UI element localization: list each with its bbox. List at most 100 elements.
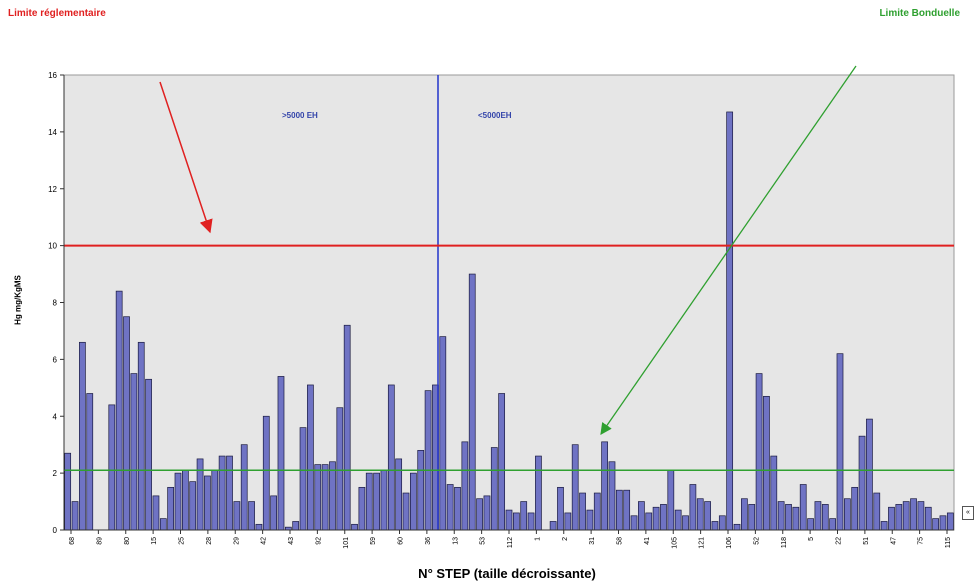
bar-3 [86, 393, 94, 531]
limite-bonduelle-label: Limite Bonduelle [879, 8, 960, 19]
x-tick-label: 42 [261, 537, 268, 545]
red-arrow [159, 81, 213, 234]
bar-28 [270, 495, 277, 531]
x-tick-label: 80 [124, 537, 131, 545]
x-tick-label: 13 [452, 537, 459, 545]
x-tick-label: 75 [918, 537, 925, 545]
bar-71 [586, 509, 594, 531]
x-tick-label: 5 [808, 537, 815, 541]
x-tick-label: 31 [589, 537, 596, 545]
bar-12 [152, 495, 160, 531]
bar-66 [549, 521, 557, 531]
bar-101 [807, 518, 814, 531]
bar-29 [277, 376, 285, 531]
bar-48 [417, 450, 425, 531]
bar-72 [593, 492, 601, 531]
x-tick-label: 59 [370, 537, 377, 545]
right-edge-marker: « [962, 506, 974, 520]
x-tick-label: 15 [151, 537, 158, 545]
bar-106 [843, 498, 851, 531]
bar-60 [505, 509, 513, 531]
bar-32 [299, 427, 307, 531]
bar-94 [755, 373, 763, 531]
region-label-under-5000: <5000EH [478, 111, 512, 120]
bar-83 [674, 509, 682, 531]
bar-113 [895, 504, 903, 531]
bar-69 [571, 444, 579, 531]
bar-57 [483, 495, 491, 531]
x-tick-label: 2 [562, 537, 569, 541]
bar-17 [189, 481, 197, 531]
reference-lines [64, 244, 954, 472]
x-tick-label: 28 [206, 537, 213, 545]
bar-34 [314, 464, 322, 531]
bar-97 [777, 501, 785, 531]
bar-64 [535, 455, 542, 531]
bar-111 [880, 521, 888, 531]
x-tick-label: 25 [179, 537, 186, 545]
bar-31 [292, 521, 300, 531]
bar-11 [145, 378, 152, 531]
bar-114 [902, 501, 910, 531]
bar-108 [858, 435, 866, 531]
bar-35 [321, 464, 329, 531]
bar-73 [601, 441, 608, 531]
bar-100 [799, 484, 807, 531]
bar-13 [159, 518, 167, 531]
bar-1 [71, 501, 79, 531]
bar-110 [873, 492, 881, 531]
x-tick-label: 1 [534, 537, 541, 541]
bar-84 [682, 515, 689, 531]
x-tick-label: 58 [617, 537, 624, 545]
x-tick-label: 105 [671, 537, 678, 549]
x-tick-label: 53 [480, 537, 487, 545]
bar-77 [630, 515, 638, 531]
bar-56 [476, 498, 483, 531]
x-axis-ticks: 68 89 80 15 25 28 29 42 43 92 101 59 60 36 13 53 112 1 2 31… [69, 530, 952, 549]
bar-36 [329, 461, 336, 531]
y-tick-label: 10 [48, 242, 57, 251]
bar-67 [557, 486, 564, 531]
bar-99 [792, 506, 800, 531]
x-axis-label: N° STEP (taille décroissante) [418, 566, 596, 581]
bar-89 [718, 515, 726, 531]
bar-76 [623, 489, 631, 531]
bar-54 [461, 441, 469, 531]
bar-75 [615, 489, 623, 531]
bar-46 [402, 492, 410, 531]
bar-series [64, 111, 954, 531]
x-tick-label: 51 [863, 537, 870, 545]
bar-10 [137, 341, 145, 531]
bar-98 [785, 504, 792, 531]
x-tick-label: 52 [753, 537, 760, 545]
bar-0 [64, 452, 72, 531]
bar-22 [226, 455, 233, 531]
bar-53 [454, 486, 461, 531]
bar-37 [336, 407, 344, 531]
x-tick-label: 112 [507, 537, 514, 548]
x-tick-label: 101 [343, 537, 350, 549]
bar-63 [527, 512, 535, 531]
bar-43 [380, 469, 388, 531]
bar-119 [939, 515, 947, 531]
y-tick-label: 8 [53, 299, 58, 308]
bar-8 [123, 316, 130, 531]
x-tick-label: 47 [890, 537, 897, 545]
bar-78 [638, 501, 645, 531]
bar-109 [866, 418, 873, 531]
bar-6 [108, 404, 116, 531]
bar-81 [660, 504, 667, 531]
y-tick-label: 2 [53, 469, 58, 478]
bar-117 [924, 506, 932, 531]
bar-118 [932, 518, 939, 531]
bar-96 [770, 455, 778, 531]
bar-52 [446, 484, 454, 531]
x-tick-label: 29 [233, 537, 240, 545]
bar-27 [262, 415, 270, 531]
x-tick-label: 121 [699, 537, 706, 549]
bar-80 [652, 506, 660, 531]
bar-92 [741, 498, 748, 531]
bar-26 [255, 523, 263, 531]
bar-85 [689, 484, 697, 531]
